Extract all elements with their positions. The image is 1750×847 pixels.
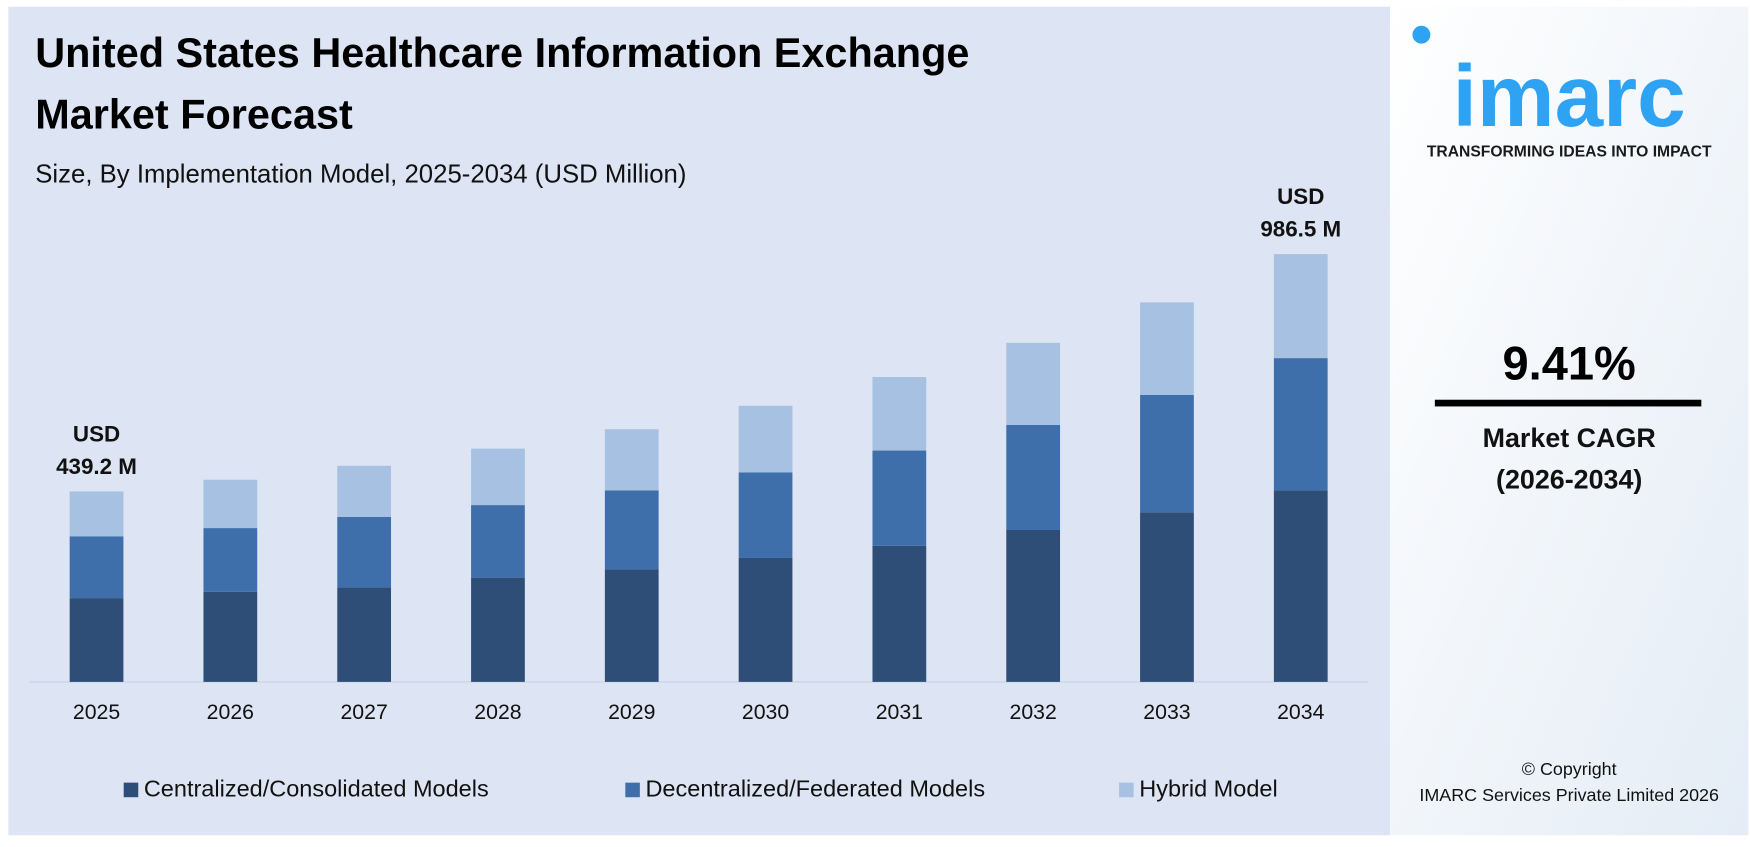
logo-dot	[1412, 25, 1431, 44]
bar-segment	[69, 536, 124, 599]
x-tick-label: 2031	[876, 700, 923, 724]
legend-label: Centralized/Consolidated Models	[144, 776, 489, 802]
bar-segment	[1273, 358, 1328, 491]
bar-segment	[337, 465, 392, 517]
bar-segment	[604, 569, 659, 682]
chart-title: United States Healthcare Information Exc…	[35, 30, 969, 138]
cagr-value: 9.41%	[1503, 337, 1636, 390]
x-tick-label: 2027	[340, 700, 387, 724]
legend-swatch	[625, 782, 640, 798]
bar-segment	[1006, 342, 1061, 425]
bar-segment	[1140, 302, 1194, 396]
bar-segment	[872, 545, 927, 682]
cagr-label: Market CAGR	[1483, 423, 1656, 453]
bar-segment	[604, 490, 659, 570]
x-tick-label: 2032	[1009, 700, 1056, 724]
bar-segment	[1140, 512, 1194, 682]
total-label: USD	[73, 421, 120, 446]
bar-segment	[203, 479, 258, 529]
x-tick-label: 2030	[742, 700, 789, 724]
bar-segment	[203, 528, 258, 592]
sidebar-panel	[1390, 6, 1749, 836]
x-tick-label: 2025	[73, 700, 120, 724]
bar-segment	[1273, 254, 1328, 359]
x-tick-label: 2034	[1277, 700, 1324, 724]
bar-segment	[1006, 529, 1061, 682]
bar-segment	[1273, 490, 1328, 682]
legend-label: Hybrid Model	[1139, 776, 1277, 802]
bar-segment	[69, 598, 124, 682]
bar-segment	[337, 516, 392, 588]
total-label: 986.5 M	[1260, 217, 1341, 242]
x-tick-label: 2026	[207, 700, 254, 724]
bar-segment	[471, 505, 525, 578]
bar-segment	[1006, 424, 1061, 530]
bar-segment	[872, 450, 927, 546]
cagr-label: (2026-2034)	[1496, 465, 1642, 495]
cagr-rule	[1434, 399, 1702, 407]
logo: imarc	[1453, 47, 1686, 145]
total-label: 439.2 M	[56, 454, 137, 479]
bar-segment	[471, 577, 525, 682]
x-tick-label: 2033	[1143, 700, 1190, 724]
x-tick-label: 2029	[608, 700, 655, 724]
legend-label: Decentralized/Federated Models	[645, 776, 985, 802]
x-tick-label: 2028	[474, 700, 521, 724]
bar-segment	[337, 587, 392, 682]
bar-segment	[69, 491, 124, 537]
tagline: TRANSFORMING IDEAS INTO IMPACT	[1427, 143, 1712, 160]
chart-subtitle: Size, By Implementation Model, 2025-2034…	[35, 161, 686, 189]
bar-segment	[872, 377, 927, 451]
bar-segment	[738, 405, 793, 473]
copyright: IMARC Services Private Limited 2026	[1419, 785, 1719, 805]
bar-segment	[471, 448, 525, 506]
bar-segment	[1140, 395, 1194, 513]
legend-swatch	[1119, 782, 1134, 798]
total-label: USD	[1277, 184, 1324, 209]
bar-segment	[604, 429, 659, 491]
bar-segment	[738, 557, 793, 682]
bar-segment	[738, 472, 793, 558]
bar-segment	[203, 591, 258, 682]
legend-swatch	[123, 782, 139, 798]
copyright: © Copyright	[1522, 759, 1617, 779]
